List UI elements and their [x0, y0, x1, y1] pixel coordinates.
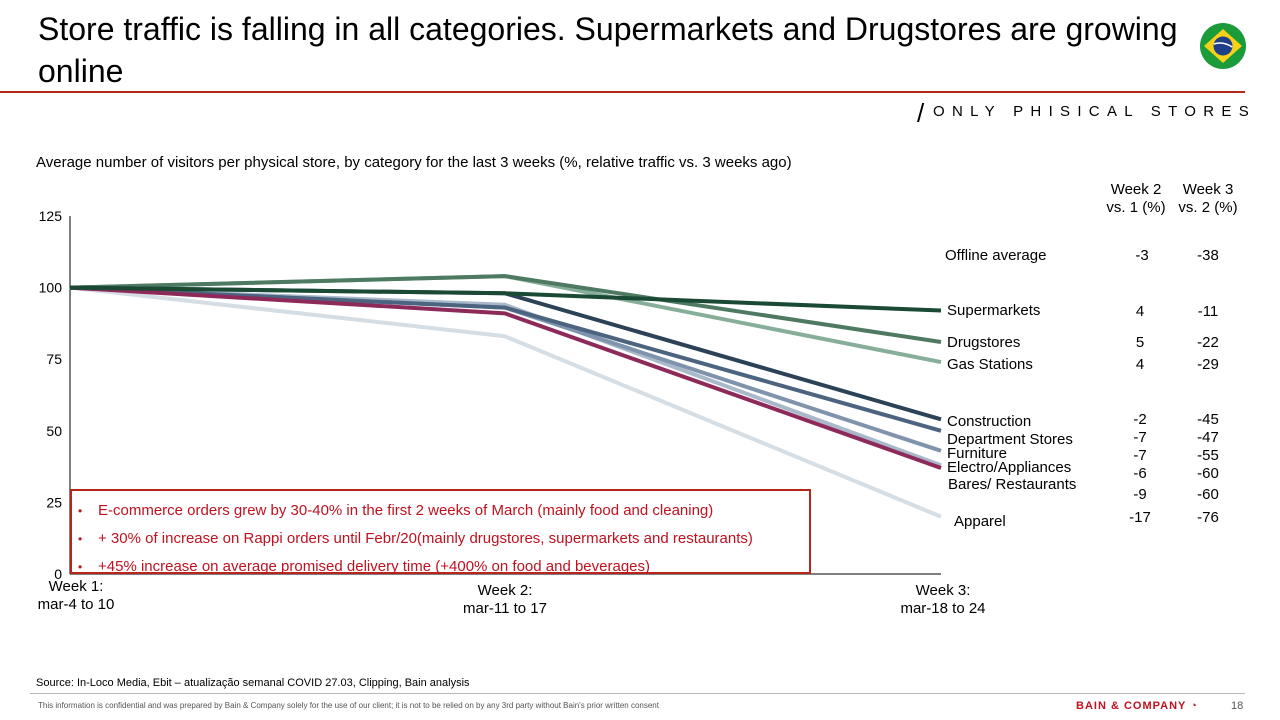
week3-change-value: -29 [1197, 356, 1219, 373]
week2-change-value: -9 [1133, 486, 1146, 503]
series-line [69, 285, 942, 470]
series-label: Furniture [947, 445, 1007, 462]
week3-change-value: -60 [1197, 465, 1219, 482]
bullet-icon: • [78, 560, 83, 574]
page-title: Store traffic is falling in all categori… [38, 11, 1178, 89]
brand-logo: BAIN & COMPANY ◔ [1076, 700, 1198, 712]
bullet-icon: • [78, 532, 83, 546]
x-tick-label: mar-18 to 24 [900, 600, 985, 617]
week2-change-value: -6 [1133, 465, 1146, 482]
series-label: Electro/Appliances [947, 459, 1071, 476]
footer-divider [30, 693, 1245, 694]
offline-average-label: Offline average [945, 247, 1046, 264]
week3-change-value: -76 [1197, 509, 1219, 526]
week2-change-value: -2 [1133, 411, 1146, 428]
callout-item-text: + 30% of increase on Rappi orders until … [98, 530, 753, 547]
series-label: Drugstores [947, 334, 1020, 351]
series-label: Supermarkets [947, 302, 1040, 319]
series-label: Construction [947, 413, 1031, 430]
series-label: Apparel [954, 513, 1006, 530]
week3-change-value: -45 [1197, 411, 1219, 428]
disclaimer: This information is confidential and was… [38, 701, 659, 710]
week2-change-value: 4 [1136, 356, 1144, 373]
section-slash: / [917, 98, 925, 128]
chart-subtitle: Average number of visitors per physical … [36, 154, 792, 171]
title-divider [0, 91, 1245, 93]
x-tick-label: Week 3: [916, 582, 971, 599]
week3-change-value: -22 [1197, 334, 1219, 351]
y-tick-label: 75 [46, 351, 62, 367]
callout-item: • E-commerce orders grew by 30-40% in the… [78, 497, 801, 525]
column-header-week3-line1: Week 3 [1182, 181, 1234, 198]
callout-box: • E-commerce orders grew by 30-40% in the… [70, 489, 811, 575]
callout-item-text: E-commerce orders grew by 30-40% in the … [98, 502, 714, 519]
week3-change-value: -60 [1197, 486, 1219, 503]
series-line [69, 274, 942, 344]
source-note: Source: In-Loco Media, Ebit – atualizaçã… [36, 677, 470, 689]
column-header-week3-line2: vs. 2 (%) [1178, 199, 1238, 216]
x-tick-label: mar-11 to 17 [463, 600, 547, 617]
offline-average-week3: -38 [1197, 247, 1219, 264]
y-tick-label: 125 [39, 208, 63, 224]
week2-change-value: -7 [1133, 447, 1146, 464]
week2-change-value: -17 [1129, 509, 1151, 526]
week3-change-value: -11 [1198, 303, 1219, 320]
series-line [69, 285, 942, 519]
callout-list: • E-commerce orders grew by 30-40% in the… [78, 497, 801, 581]
y-tick-label: 0 [54, 566, 62, 582]
column-header-week2-line1: Week 2 [1110, 181, 1162, 198]
brand-mark-icon: ◔ [1190, 700, 1198, 712]
week2-change-value: 4 [1136, 303, 1144, 320]
column-header-week3: Week 3 vs. 2 (%) [1168, 181, 1248, 217]
series-line [69, 285, 942, 313]
callout-item: • +45% increase on average promised deliv… [78, 553, 801, 581]
series-label: Department Stores [947, 431, 1073, 448]
brazil-flag-icon [1200, 23, 1246, 69]
week3-change-value: -55 [1197, 447, 1219, 464]
callout-item-text: +45% increase on average promised delive… [98, 558, 650, 575]
week2-change-value: 5 [1136, 334, 1144, 351]
y-tick-label: 50 [46, 423, 62, 439]
section-label: ONLY PHISICAL STORES [933, 103, 1257, 120]
week3-change-value: -47 [1197, 429, 1219, 446]
series-label: Gas Stations [947, 356, 1033, 373]
y-tick-label: 25 [46, 494, 62, 510]
brand-name: BAIN & COMPANY [1076, 700, 1187, 712]
x-tick-label: Week 1: [49, 578, 104, 595]
column-header-week2-line2: vs. 1 (%) [1106, 199, 1166, 216]
week2-change-value: -7 [1133, 429, 1146, 446]
x-tick-label: mar-4 to 10 [38, 596, 115, 613]
callout-item: • + 30% of increase on Rappi orders until… [78, 525, 801, 553]
column-header-week2: Week 2 vs. 1 (%) [1096, 181, 1176, 217]
offline-average-week2: -3 [1135, 247, 1148, 264]
page-number: 18 [1231, 700, 1244, 712]
x-tick-label: Week 2: [478, 582, 533, 599]
y-tick-label: 100 [39, 280, 63, 296]
bullet-icon: • [78, 504, 83, 518]
series-label: Bares/ Restaurants [948, 476, 1076, 493]
